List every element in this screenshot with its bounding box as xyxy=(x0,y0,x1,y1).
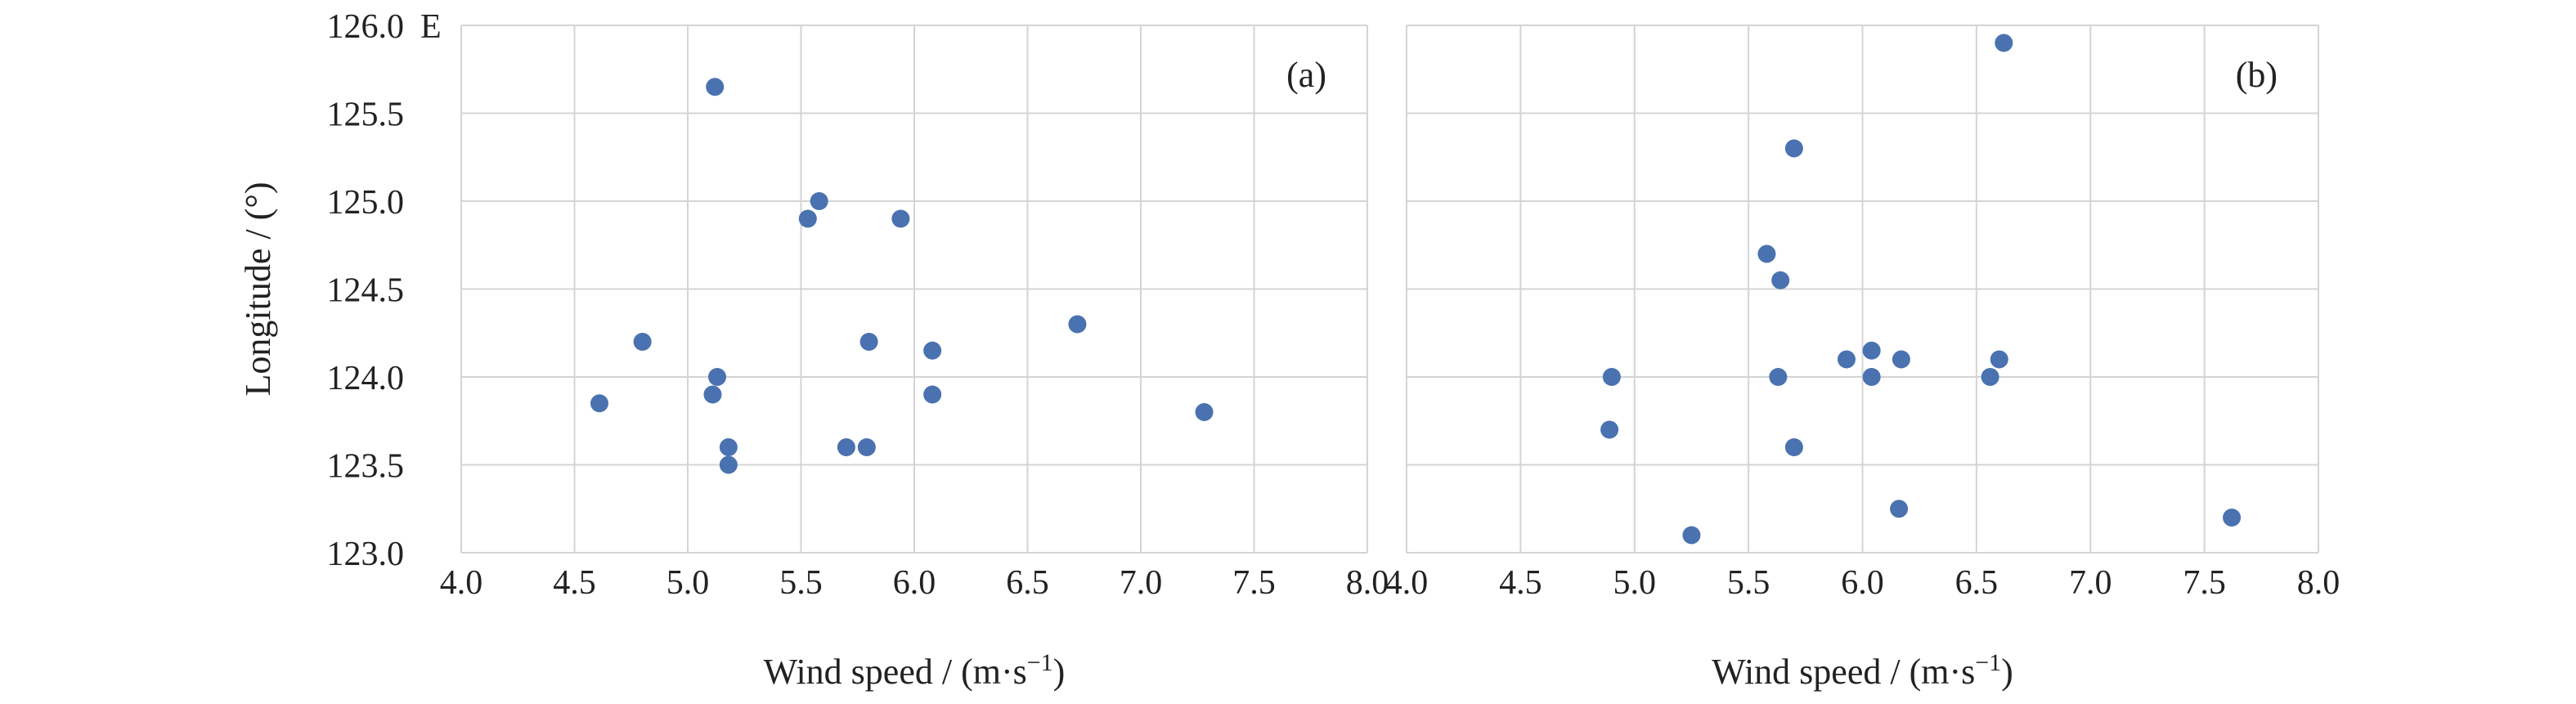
panel-b-xtick-label: 6.0 xyxy=(1841,564,1884,602)
panel-a-data-point xyxy=(1068,315,1087,334)
panel-a-xtick-label: 6.0 xyxy=(893,564,936,602)
panel-b-data-point xyxy=(1600,420,1619,439)
panel-b-xtick-label: 7.5 xyxy=(2183,564,2226,602)
panel-a-data-point xyxy=(706,78,725,96)
panel-a-ytick-label: 124.0 xyxy=(327,360,405,397)
panel-a-data-point xyxy=(857,438,876,456)
panel-b-xtick-label: 4.5 xyxy=(1499,564,1542,602)
panel-a-panel-label: (a) xyxy=(1286,55,1326,95)
panel-b-data-point xyxy=(1784,438,1803,456)
panel-a-data-point xyxy=(891,209,910,228)
panel-b-data-point xyxy=(1892,350,1910,369)
panel-a-ytick-label: 125.0 xyxy=(327,184,405,222)
panel-a-xtick-label: 8.0 xyxy=(1346,564,1389,602)
panel-b-data-point xyxy=(1784,139,1803,158)
panel-a-ytick-label: 126.0 xyxy=(327,8,405,46)
panel-b-data-point xyxy=(1757,244,1776,263)
panel-a-ytick-unit-label: E xyxy=(420,8,442,46)
panel-a-y-axis-label: Longitude / (°) xyxy=(238,182,278,397)
panel-b-data-point xyxy=(1862,368,1881,386)
panel-b-data-point xyxy=(1995,34,2013,52)
panel-a-data-point xyxy=(810,192,828,210)
panel-b-data-point xyxy=(1682,526,1701,545)
panel-a-ytick-label: 125.5 xyxy=(327,96,405,134)
panel-a-ytick-label: 124.5 xyxy=(327,272,405,310)
panel-b-data-point xyxy=(1769,368,1788,386)
panel-a-x-axis-label: Wind speed / (m·s−1) xyxy=(764,649,1066,692)
panel-a-ytick-label: 123.0 xyxy=(327,536,405,573)
panel-b-x-axis-label: Wind speed / (m·s−1) xyxy=(1712,649,2013,692)
panel-b-xtick-label: 5.5 xyxy=(1727,564,1770,602)
panel-a-xtick-label: 7.5 xyxy=(1232,564,1276,602)
panel-a-data-point xyxy=(1195,403,1214,421)
panel-b-xtick-label: 5.0 xyxy=(1613,564,1657,602)
panel-b-panel-label: (b) xyxy=(2236,55,2278,95)
panel-b-data-point xyxy=(1837,350,1856,369)
panel-b-xtick-label: 4.0 xyxy=(1385,564,1429,602)
panel-b-data-point xyxy=(1890,500,1909,518)
panel-a-data-point xyxy=(837,438,855,456)
panel-a-data-point xyxy=(719,438,738,456)
panel-a-data-point xyxy=(708,368,727,386)
panel-a-xtick-label: 5.0 xyxy=(666,564,710,602)
panel-b-xtick-label: 7.0 xyxy=(2069,564,2112,602)
panel-b-data-point xyxy=(1602,368,1621,386)
panel-b-xtick-label: 6.5 xyxy=(1955,564,1999,602)
panel-a-xtick-label: 6.5 xyxy=(1006,564,1049,602)
panel-a-data-point xyxy=(633,333,652,351)
panel-a-data-point xyxy=(923,385,942,404)
panel-b-data-point xyxy=(1990,350,2008,369)
panel-a-data-point xyxy=(798,209,817,228)
panel-a-data-point xyxy=(703,385,722,404)
panel-b-data-point xyxy=(1862,341,1881,360)
panel-a-data-point xyxy=(923,341,942,360)
panel-a-xtick-label: 4.5 xyxy=(553,564,596,602)
panel-a-xtick-label: 5.5 xyxy=(779,564,823,602)
panel-b-data-point xyxy=(1771,271,1790,289)
panel-b-data-point xyxy=(2223,509,2242,527)
panel-b-xtick-label: 8.0 xyxy=(2297,564,2340,602)
panel-a-ytick-label: 123.5 xyxy=(327,448,405,486)
panel-a-data-point xyxy=(859,333,878,351)
panel-b-data-point xyxy=(1981,368,1999,386)
panel-a-data-point xyxy=(590,394,608,413)
panel-a-data-point xyxy=(719,455,738,474)
panel-a-xtick-label: 4.0 xyxy=(440,564,483,602)
panel-a-xtick-label: 7.0 xyxy=(1120,564,1163,602)
